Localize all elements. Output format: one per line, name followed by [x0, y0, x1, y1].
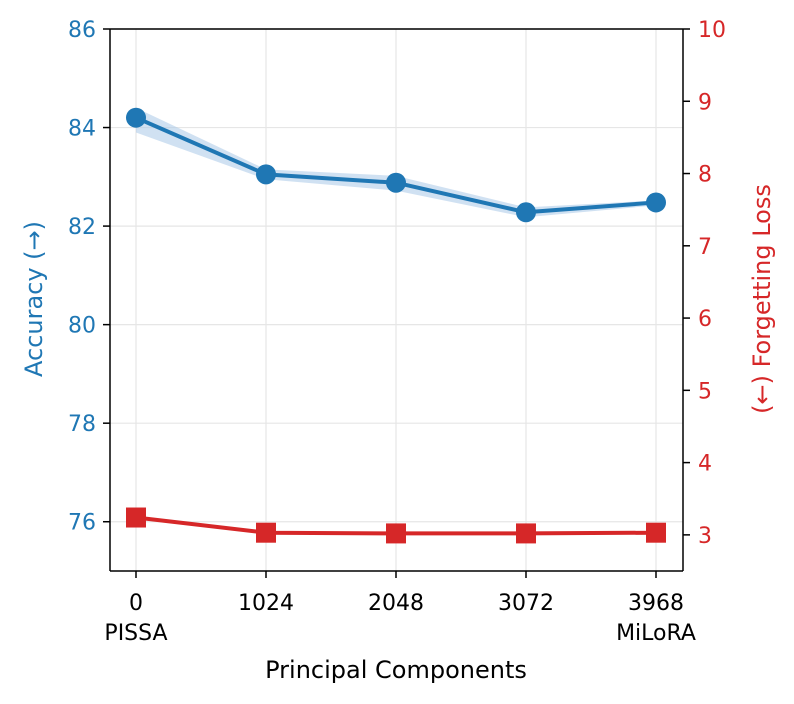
left-tick-label-0: 76 [68, 511, 96, 536]
right-tick-label-4: 7 [698, 235, 712, 260]
x-tick-label-1: 1024 [238, 591, 294, 616]
left-tick-label-2: 80 [68, 314, 96, 339]
right-tick-label-7: 10 [698, 18, 726, 43]
left-axis-title: Accuracy (→) [20, 221, 48, 377]
accuracy-point-3 [516, 202, 536, 223]
forgetting-loss-point-0 [126, 507, 146, 528]
right-tick-label-5: 8 [698, 163, 712, 188]
forgetting-loss-point-3 [516, 523, 536, 544]
right-tick-label-3: 6 [698, 307, 712, 332]
right-tick-label-1: 4 [698, 452, 712, 477]
plot-frame [109, 28, 684, 572]
forgetting-loss-point-4 [646, 522, 666, 543]
left-tick-label-5: 86 [68, 18, 96, 43]
left-tick-label-1: 78 [68, 412, 96, 437]
x-tick-sublabel-0: PISSA [104, 621, 167, 646]
forgetting-loss-point-2 [386, 523, 406, 544]
accuracy-point-4 [646, 192, 666, 213]
x-tick-label-2: 2048 [368, 591, 424, 616]
right-tick-label-0: 3 [698, 524, 712, 549]
right-tick-label-2: 5 [698, 379, 712, 404]
left-tick-label-4: 84 [68, 117, 96, 142]
forgetting-loss-point-1 [256, 522, 276, 543]
grid [110, 28, 683, 571]
accuracy-point-0 [126, 107, 146, 128]
x-tick-sublabel-4: MiLoRA [616, 621, 696, 646]
left-tick-label-3: 82 [68, 215, 96, 240]
x-axis-title: Principal Components [265, 656, 527, 684]
right-tick-label-6: 9 [698, 90, 712, 115]
accuracy-point-2 [386, 172, 406, 193]
x-tick-label-3: 3072 [498, 591, 554, 616]
series-markers [126, 107, 666, 544]
x-tick-label-0: 0 [129, 591, 143, 616]
accuracy-point-1 [256, 164, 276, 185]
right-axis-title: (←) Forgetting Loss [748, 184, 776, 414]
x-tick-label-4: 3968 [628, 591, 684, 616]
